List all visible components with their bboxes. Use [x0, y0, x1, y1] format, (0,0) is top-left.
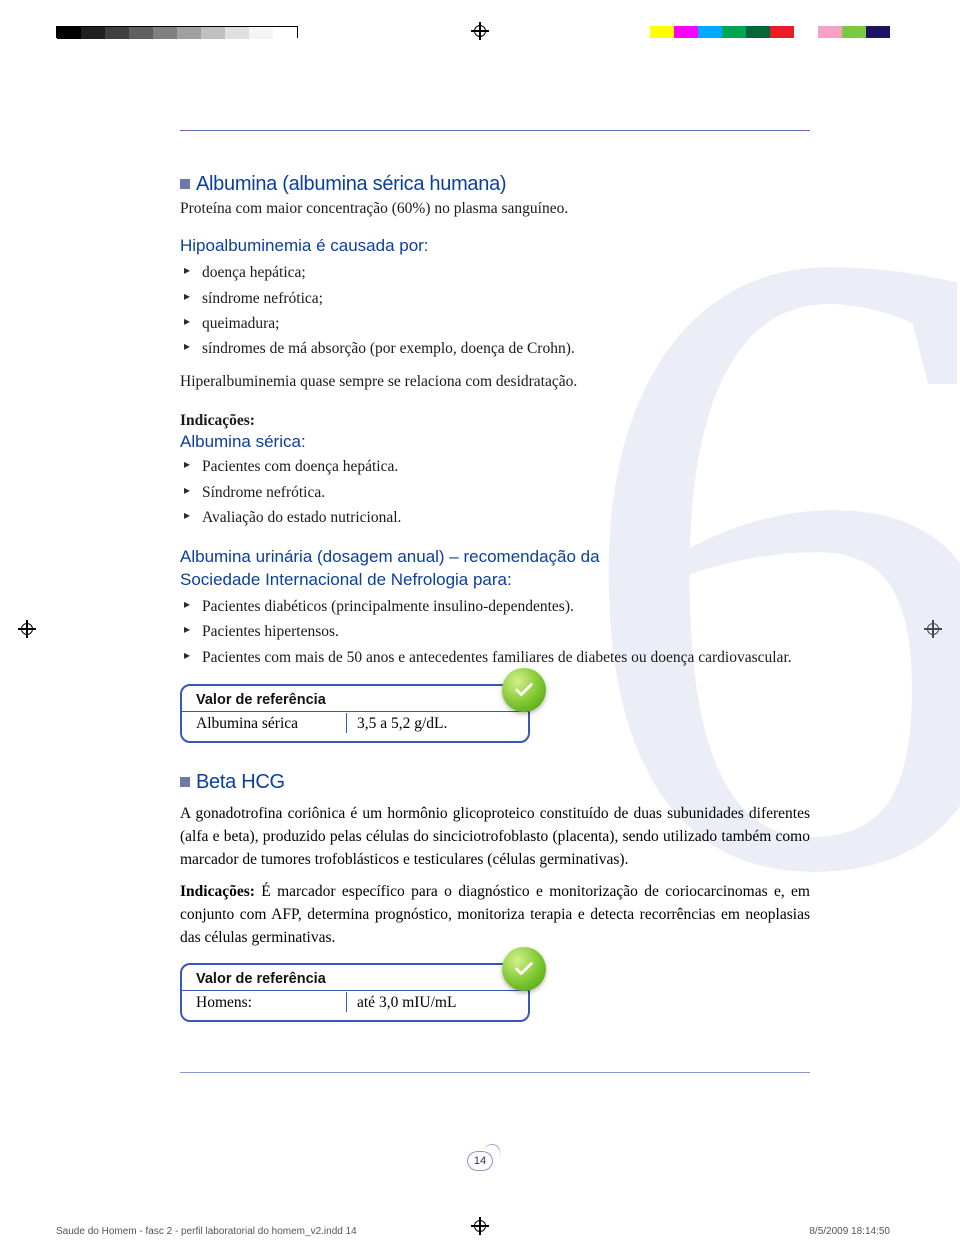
printer-colorbar-right: [650, 26, 890, 38]
subheading-urinaria: Albumina urinária (dosagem anual) – reco…: [180, 546, 810, 592]
refbox-value: até 3,0 mIU/mL: [357, 994, 456, 1012]
print-slug: Saude do Homem - fasc 2 - perfil laborat…: [56, 1226, 890, 1237]
list-item: Pacientes diabéticos (principalmente ins…: [202, 594, 810, 619]
section-title-betahcg: Beta HCG: [180, 771, 810, 794]
list-item: queimadura;: [202, 311, 810, 336]
printer-colorbar-left: [56, 26, 298, 38]
bullet-square-icon: [180, 777, 190, 787]
slug-timestamp: 8/5/2009 18:14:50: [809, 1226, 890, 1237]
slug-filename: Saude do Homem - fasc 2 - perfil laborat…: [56, 1226, 357, 1237]
refbox-label: Homens:: [196, 994, 346, 1012]
subheading-causes: Hipoalbuminemia é causada por:: [180, 236, 810, 256]
registration-mark-icon: [18, 620, 36, 638]
check-badge-icon: [502, 668, 546, 712]
list-serica: Pacientes com doença hepática.Síndrome n…: [180, 454, 810, 530]
check-badge-icon: [502, 947, 546, 991]
section-title-text: Albumina (albumina sérica humana): [196, 173, 506, 195]
betahcg-indicacoes: Indicações: É marcador específico para o…: [180, 880, 810, 950]
list-item: Pacientes com mais de 50 anos e antecede…: [202, 645, 810, 670]
list-item: Avaliação do estado nutricional.: [202, 505, 810, 530]
page-number: 14: [467, 1151, 493, 1171]
list-item: síndrome nefrótica;: [202, 286, 810, 311]
list-causes: doença hepática;síndrome nefrótica;queim…: [180, 260, 810, 361]
list-item: doença hepática;: [202, 260, 810, 285]
betahcg-paragraph: A gonadotrofina coriônica é um hormônio …: [180, 802, 810, 872]
refbox-title: Valor de referência: [196, 971, 514, 987]
section-title-albumina: Albumina (albumina sérica humana): [180, 173, 810, 196]
subheading-serica: Albumina sérica:: [180, 432, 810, 452]
bullet-square-icon: [180, 179, 190, 189]
list-item: Síndrome nefrótica.: [202, 480, 810, 505]
registration-mark-icon: [924, 620, 942, 638]
reference-box-albumina: Valor de referência Albumina sérica 3,5 …: [180, 684, 530, 743]
refbox-title: Valor de referência: [196, 692, 514, 708]
top-rule: [180, 130, 810, 131]
hyper-text: Hiperalbuminemia quase sempre se relacio…: [180, 371, 810, 393]
section-title-text: Beta HCG: [196, 771, 285, 793]
refbox-label: Albumina sérica: [196, 715, 346, 733]
page-content: Albumina (albumina sérica humana) Proteí…: [180, 130, 810, 1073]
list-item: Pacientes com doença hepática.: [202, 454, 810, 479]
indicacoes-label: Indicações:: [180, 412, 255, 429]
list-urinaria: Pacientes diabéticos (principalmente ins…: [180, 594, 810, 670]
list-item: síndromes de má absorção (por exemplo, d…: [202, 336, 810, 361]
registration-mark-icon: [471, 22, 489, 40]
bottom-rule: [180, 1072, 810, 1073]
reference-box-betahcg: Valor de referência Homens: até 3,0 mIU/…: [180, 963, 530, 1022]
list-item: Pacientes hipertensos.: [202, 619, 810, 644]
intro-text: Proteína com maior concentração (60%) no…: [180, 198, 810, 220]
refbox-value: 3,5 a 5,2 g/dL.: [357, 715, 447, 733]
